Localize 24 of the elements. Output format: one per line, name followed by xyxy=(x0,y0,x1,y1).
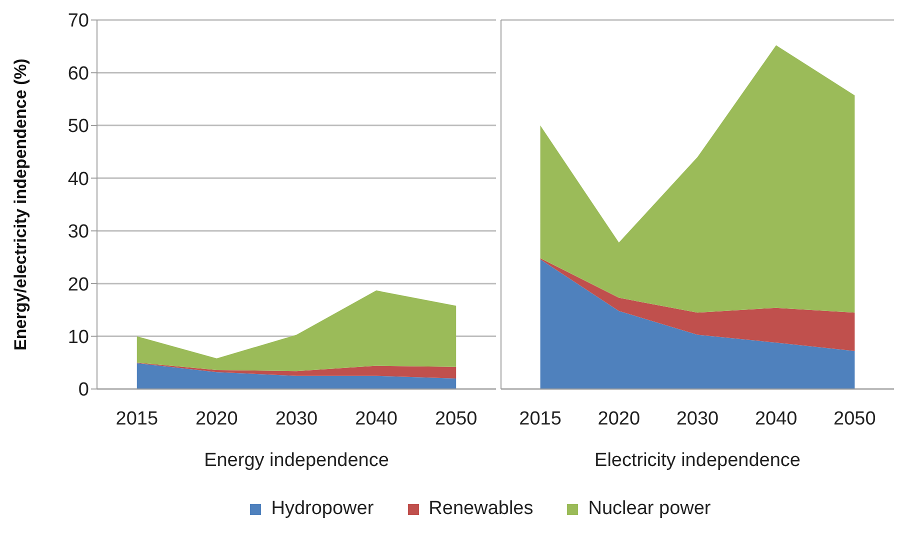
x-tick-label: 2050 xyxy=(834,408,876,430)
y-tick-label: 20 xyxy=(68,274,89,296)
y-tick-label: 30 xyxy=(68,222,89,243)
x-axis-title: Energy independence xyxy=(204,450,389,471)
x-tick-label: 2040 xyxy=(754,408,798,430)
x-tick-label: 2050 xyxy=(434,408,478,430)
y-tick-label: 10 xyxy=(68,327,89,348)
x-tick-label: 2030 xyxy=(275,408,318,430)
x-tick-label: 2015 xyxy=(116,408,158,430)
x-axis-title: Electricity independence xyxy=(594,450,800,471)
x-tick-label: 2015 xyxy=(519,408,562,430)
x-tick-label: 2030 xyxy=(676,408,719,430)
legend-label: Hydropower xyxy=(271,498,374,520)
y-tick-label: 60 xyxy=(68,63,89,84)
legend-label: Nuclear power xyxy=(588,498,711,520)
y-tick-label: 40 xyxy=(68,168,89,190)
y-axis-title: Energy/electricity independence (%) xyxy=(11,58,30,350)
x-tick-label: 2020 xyxy=(598,408,640,430)
x-tick-label: 2040 xyxy=(355,408,398,430)
legend-label: Renewables xyxy=(428,498,534,520)
y-tick-label: 0 xyxy=(78,380,89,401)
y-tick-label: 70 xyxy=(68,10,89,32)
x-tick-label: 2020 xyxy=(196,408,238,430)
y-tick-label: 50 xyxy=(68,116,89,138)
